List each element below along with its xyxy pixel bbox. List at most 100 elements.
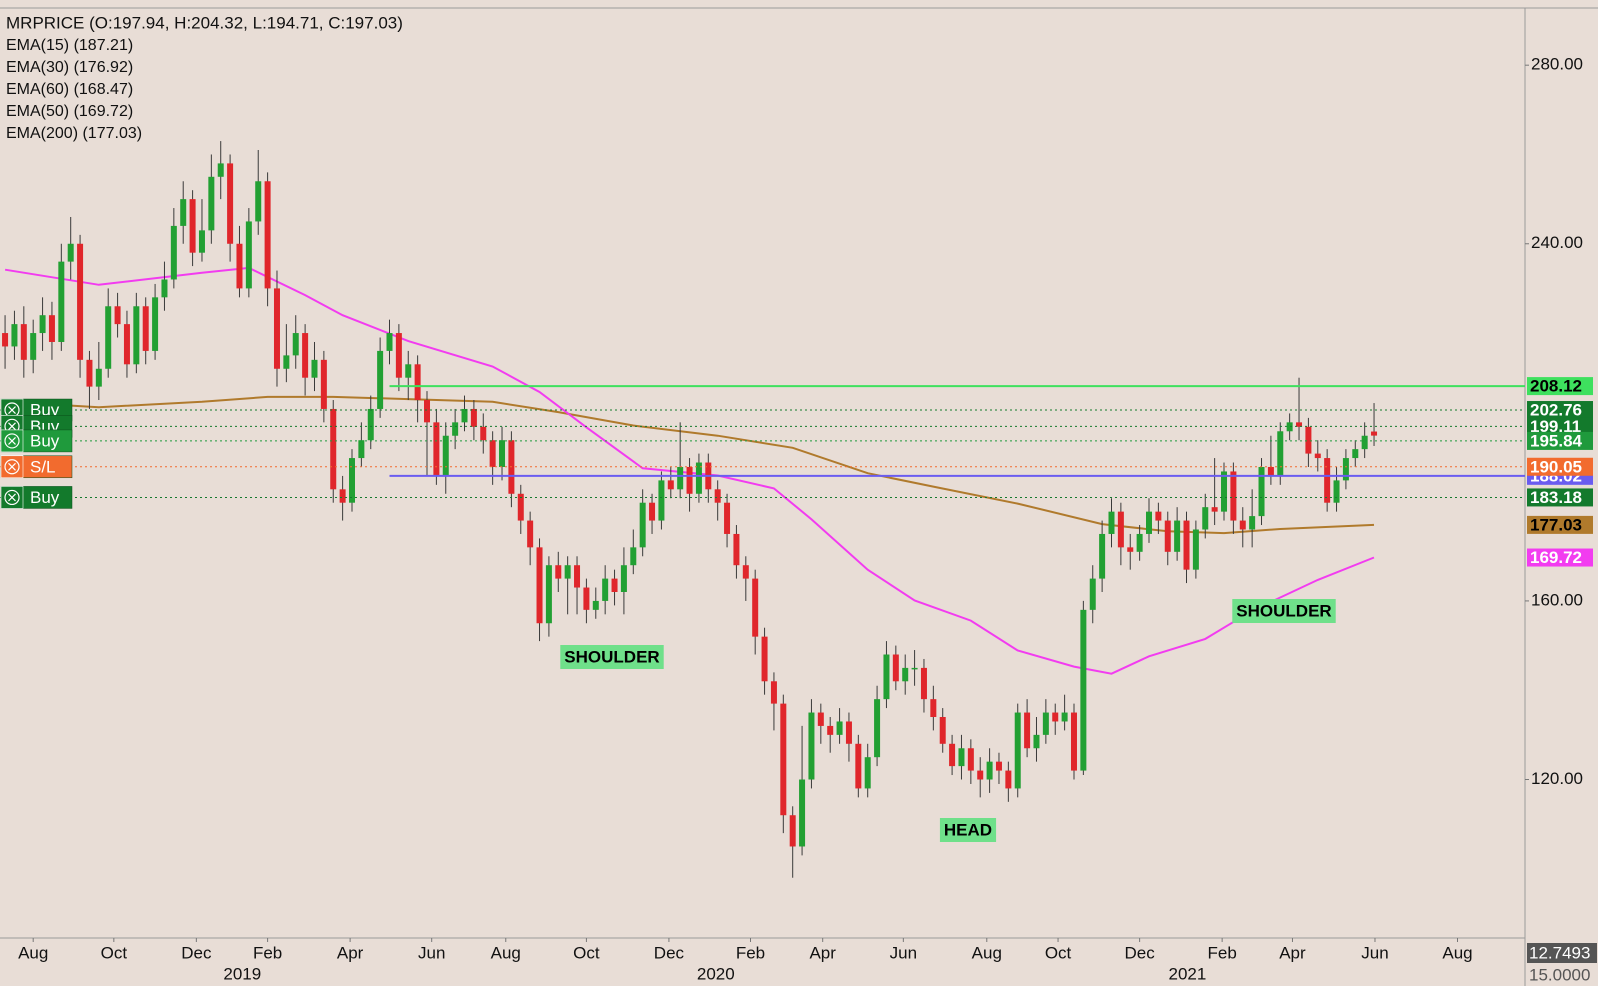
annotation-box bbox=[1232, 599, 1336, 623]
order-label[interactable]: S/L bbox=[30, 457, 56, 476]
ema-label: 169.72 bbox=[1530, 548, 1582, 567]
order-cancel-x[interactable] bbox=[8, 436, 16, 445]
candle-body bbox=[1342, 458, 1349, 481]
candle-body bbox=[1361, 435, 1368, 450]
level-label-box bbox=[1527, 401, 1593, 420]
candle-body bbox=[292, 333, 299, 356]
order-cancel-x[interactable] bbox=[8, 422, 16, 431]
candle-body bbox=[995, 761, 1002, 771]
candle-body bbox=[461, 408, 468, 423]
candle-body bbox=[208, 176, 215, 231]
candle-body bbox=[770, 681, 777, 704]
candle-body bbox=[48, 315, 55, 342]
candle-body bbox=[39, 315, 46, 334]
x-tick-label: Oct bbox=[101, 943, 128, 962]
candle-body bbox=[339, 489, 346, 503]
candle-body bbox=[874, 699, 881, 758]
candle-body bbox=[574, 565, 581, 588]
candle-body bbox=[855, 743, 862, 789]
candle-body bbox=[1211, 507, 1218, 512]
order-cancel-x[interactable] bbox=[8, 462, 16, 471]
candle-body bbox=[1174, 520, 1181, 552]
order-button[interactable]: Buy bbox=[0, 486, 73, 509]
order-cancel-icon[interactable] bbox=[4, 433, 20, 449]
level-label: 195.84 bbox=[1530, 431, 1583, 450]
ema-line bbox=[4, 266, 1375, 675]
indicator-legend: EMA(60) (168.47) bbox=[6, 81, 133, 98]
candle-body bbox=[255, 181, 262, 222]
order-cancel-x[interactable] bbox=[8, 406, 16, 414]
candle-body bbox=[695, 462, 702, 494]
candle-body bbox=[1192, 529, 1199, 570]
annotation-box bbox=[939, 818, 997, 842]
candle-body bbox=[386, 333, 393, 351]
candle-body bbox=[817, 712, 824, 726]
candle-body bbox=[1352, 449, 1359, 459]
x-tick-label: Aug bbox=[491, 943, 521, 962]
x-tick-label: Apr bbox=[809, 943, 836, 962]
candle-body bbox=[1286, 422, 1293, 432]
candle-body bbox=[227, 163, 234, 244]
level-label: 183.18 bbox=[1530, 488, 1582, 507]
candle-body bbox=[780, 703, 787, 816]
candle-body bbox=[592, 600, 599, 610]
level-label: 208.12 bbox=[1530, 377, 1582, 396]
candle-body bbox=[377, 350, 384, 409]
candle-body bbox=[724, 502, 731, 534]
candle-body bbox=[442, 435, 449, 476]
candle-body bbox=[198, 230, 205, 253]
candle-body bbox=[789, 815, 796, 847]
candle-body bbox=[358, 440, 365, 459]
candle-body bbox=[264, 181, 271, 289]
candle-body bbox=[583, 587, 590, 610]
candle-body bbox=[902, 667, 909, 682]
order-button[interactable]: Buy bbox=[0, 429, 73, 453]
ema-label-box bbox=[1527, 515, 1593, 534]
candle-body bbox=[911, 667, 918, 670]
order-cancel-x[interactable] bbox=[8, 493, 16, 502]
order-button[interactable]: S/L bbox=[0, 455, 73, 479]
candle-body bbox=[1005, 770, 1012, 789]
candle-body bbox=[489, 440, 496, 467]
candle-body bbox=[2, 333, 9, 347]
order-cancel-icon[interactable] bbox=[4, 459, 20, 475]
order-cancel-icon[interactable] bbox=[4, 489, 20, 506]
candle-body bbox=[545, 565, 552, 624]
candle-body bbox=[836, 721, 843, 735]
candle-body bbox=[1277, 431, 1284, 476]
candle-body bbox=[1314, 453, 1321, 459]
candle-body bbox=[977, 770, 984, 780]
x-tick-label: Feb bbox=[253, 943, 282, 962]
candle-body bbox=[892, 654, 899, 682]
annotation-box bbox=[560, 645, 664, 669]
candle-body bbox=[1117, 511, 1124, 548]
candle-body bbox=[639, 502, 646, 548]
candle-body bbox=[1042, 712, 1049, 735]
candle-body bbox=[320, 359, 327, 409]
candle-body bbox=[245, 221, 252, 289]
pattern-annotation: SHOULDER bbox=[564, 647, 659, 666]
candle-body bbox=[1239, 520, 1246, 530]
candle-body bbox=[958, 748, 965, 767]
candle-body bbox=[827, 725, 834, 735]
candle-body bbox=[1305, 426, 1312, 454]
candle-body bbox=[95, 368, 102, 387]
candle-body bbox=[273, 288, 280, 369]
order-label[interactable]: Buy bbox=[30, 488, 60, 507]
order-label[interactable]: Buy bbox=[30, 431, 60, 450]
indicator-legend: EMA(30) (176.92) bbox=[6, 59, 133, 76]
candle-body bbox=[864, 757, 871, 789]
candle-body bbox=[1164, 520, 1171, 552]
candle-body bbox=[667, 480, 674, 490]
candle-body bbox=[517, 493, 524, 521]
level-label-box bbox=[1527, 431, 1593, 450]
order-label[interactable]: Buy bbox=[30, 401, 60, 420]
candle-body bbox=[1108, 511, 1115, 534]
candle-body bbox=[1014, 712, 1021, 789]
candle-layer bbox=[2, 141, 1378, 878]
candle-body bbox=[649, 502, 656, 521]
candle-body bbox=[302, 333, 309, 378]
x-tick-label: Jun bbox=[418, 943, 445, 962]
y-tick-label: 160.00 bbox=[1531, 590, 1583, 609]
